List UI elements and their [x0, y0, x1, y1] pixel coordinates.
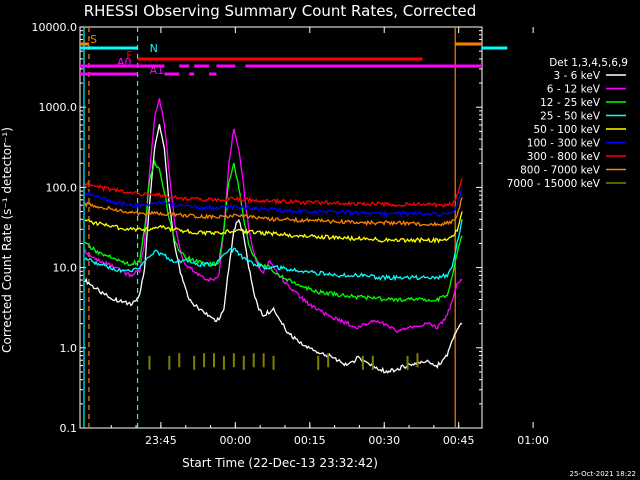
- series-line: [85, 187, 463, 218]
- legend-entry: 25 - 50 keV: [540, 111, 601, 123]
- series-line: [84, 219, 463, 282]
- y-tick-label: 1000.0: [39, 101, 78, 114]
- series-line: [84, 98, 463, 334]
- timestamp: 25-Oct-2021 18:22: [570, 470, 636, 478]
- y-tick-label: 100.0: [46, 181, 78, 194]
- flag-label: N: [150, 42, 158, 55]
- legend-entry: 7000 - 15000 keV: [507, 178, 601, 190]
- flag-label: A0: [117, 56, 132, 69]
- x-tick-label: 00:30: [368, 434, 400, 447]
- legend-entry: 800 - 7000 keV: [520, 165, 601, 177]
- series-line: [84, 197, 463, 227]
- x-tick-label: 23:45: [145, 434, 177, 447]
- flag-label: S: [90, 33, 97, 46]
- legend-entry: 100 - 300 keV: [527, 138, 601, 150]
- legend-entry: 12 - 25 keV: [540, 97, 601, 109]
- series-line: [84, 178, 463, 209]
- x-tick-label: 00:15: [294, 434, 326, 447]
- flag-label: F: [126, 49, 132, 62]
- legend-entry: 50 - 100 keV: [533, 124, 600, 136]
- plot-frame: [79, 26, 483, 429]
- flag-label: A1: [150, 64, 165, 77]
- y-tick-label: 0.1: [60, 422, 78, 435]
- y-tick-label: 10000.0: [32, 21, 78, 34]
- x-axis-label: Start Time (22-Dec-13 23:32:42): [182, 456, 378, 470]
- legend-entry: 6 - 12 keV: [547, 84, 601, 96]
- plot-area: 10000.0 1000.0 100.0 10.0 1.0 0.1 23:45 00:00 00…: [32, 21, 549, 447]
- chart-title: RHESSI Observing Summary Count Rates, Co…: [84, 2, 477, 20]
- series-line: [84, 124, 463, 374]
- y-tick-label: 1.0: [60, 342, 78, 355]
- legend-entry: 3 - 6 keV: [553, 70, 600, 82]
- x-tick-label: 00:45: [443, 434, 475, 447]
- legend-entry: 300 - 800 keV: [527, 151, 601, 163]
- series-line: [84, 211, 463, 244]
- y-axis-label: Corrected Count Rate (s⁻¹ detector⁻¹): [0, 127, 14, 353]
- y-tick-label: 10.0: [53, 262, 78, 275]
- legend-title: Det 1,3,4,5,6,9: [549, 57, 628, 69]
- x-tick-label: 01:00: [517, 434, 549, 447]
- plot-content: [83, 27, 463, 428]
- series-line: [84, 159, 463, 303]
- x-tick-label: 00:00: [219, 434, 251, 447]
